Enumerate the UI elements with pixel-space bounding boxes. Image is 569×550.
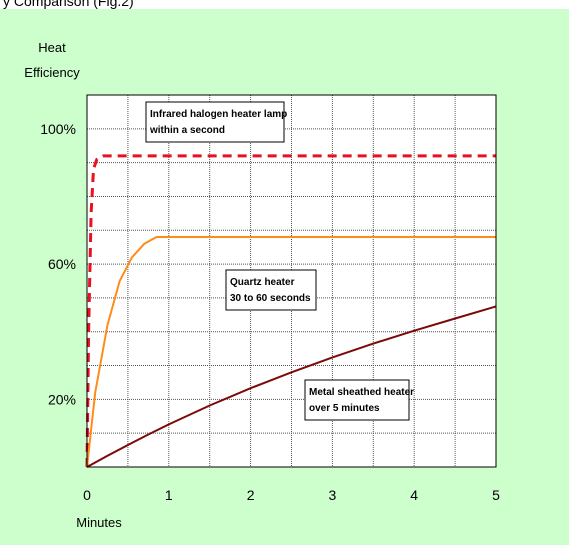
x-tick-label: 1 xyxy=(165,487,173,503)
x-tick-label: 2 xyxy=(247,487,255,503)
y-axis-label-line1: Heat xyxy=(38,40,66,55)
series-line-metal xyxy=(86,305,497,468)
annotations: Infrared halogen heater lamp within a sec… xyxy=(145,101,414,421)
annotation-text-metal: Metal sheathed heater xyxy=(309,387,414,398)
x-tick-label: 5 xyxy=(492,487,500,503)
x-axis-label: Minutes xyxy=(76,515,122,530)
x-tick-label: 4 xyxy=(410,487,418,503)
annotation-box-metal xyxy=(304,379,410,421)
x-tick-label: 3 xyxy=(329,487,337,503)
series-line-quartz xyxy=(86,236,496,468)
annotation-text-quartz: Quartz heater xyxy=(230,277,295,288)
annotation-text-quartz: 30 to 60 seconds xyxy=(230,293,311,304)
series-line-infrared xyxy=(85,154,496,468)
tick-labels: 0 1 2 3 4 5 20% 60% 100% xyxy=(40,121,500,503)
annotation-text-infrared: Infrared halogen heater lamp xyxy=(150,109,287,120)
y-tick-label: 20% xyxy=(48,391,76,407)
y-axis-label-line2: Efficiency xyxy=(24,65,80,80)
top-white-strip xyxy=(0,0,569,9)
y-tick-label: 60% xyxy=(48,256,76,272)
plot-frame xyxy=(86,94,497,468)
annotation-box-infrared xyxy=(145,101,285,143)
y-tick-label: 100% xyxy=(40,121,76,137)
cropped-title-text: y Comparison (Fig.2) xyxy=(3,0,134,9)
annotation-text-metal: over 5 minutes xyxy=(309,403,380,414)
annotation-box-quartz xyxy=(225,269,317,311)
series-layer xyxy=(85,154,497,468)
axis-labels: Heat Efficiency Minutes xyxy=(24,40,122,530)
x-tick-label: 0 xyxy=(83,487,91,503)
plot-border xyxy=(86,94,497,468)
annotation-text-infrared: within a second xyxy=(149,125,225,136)
